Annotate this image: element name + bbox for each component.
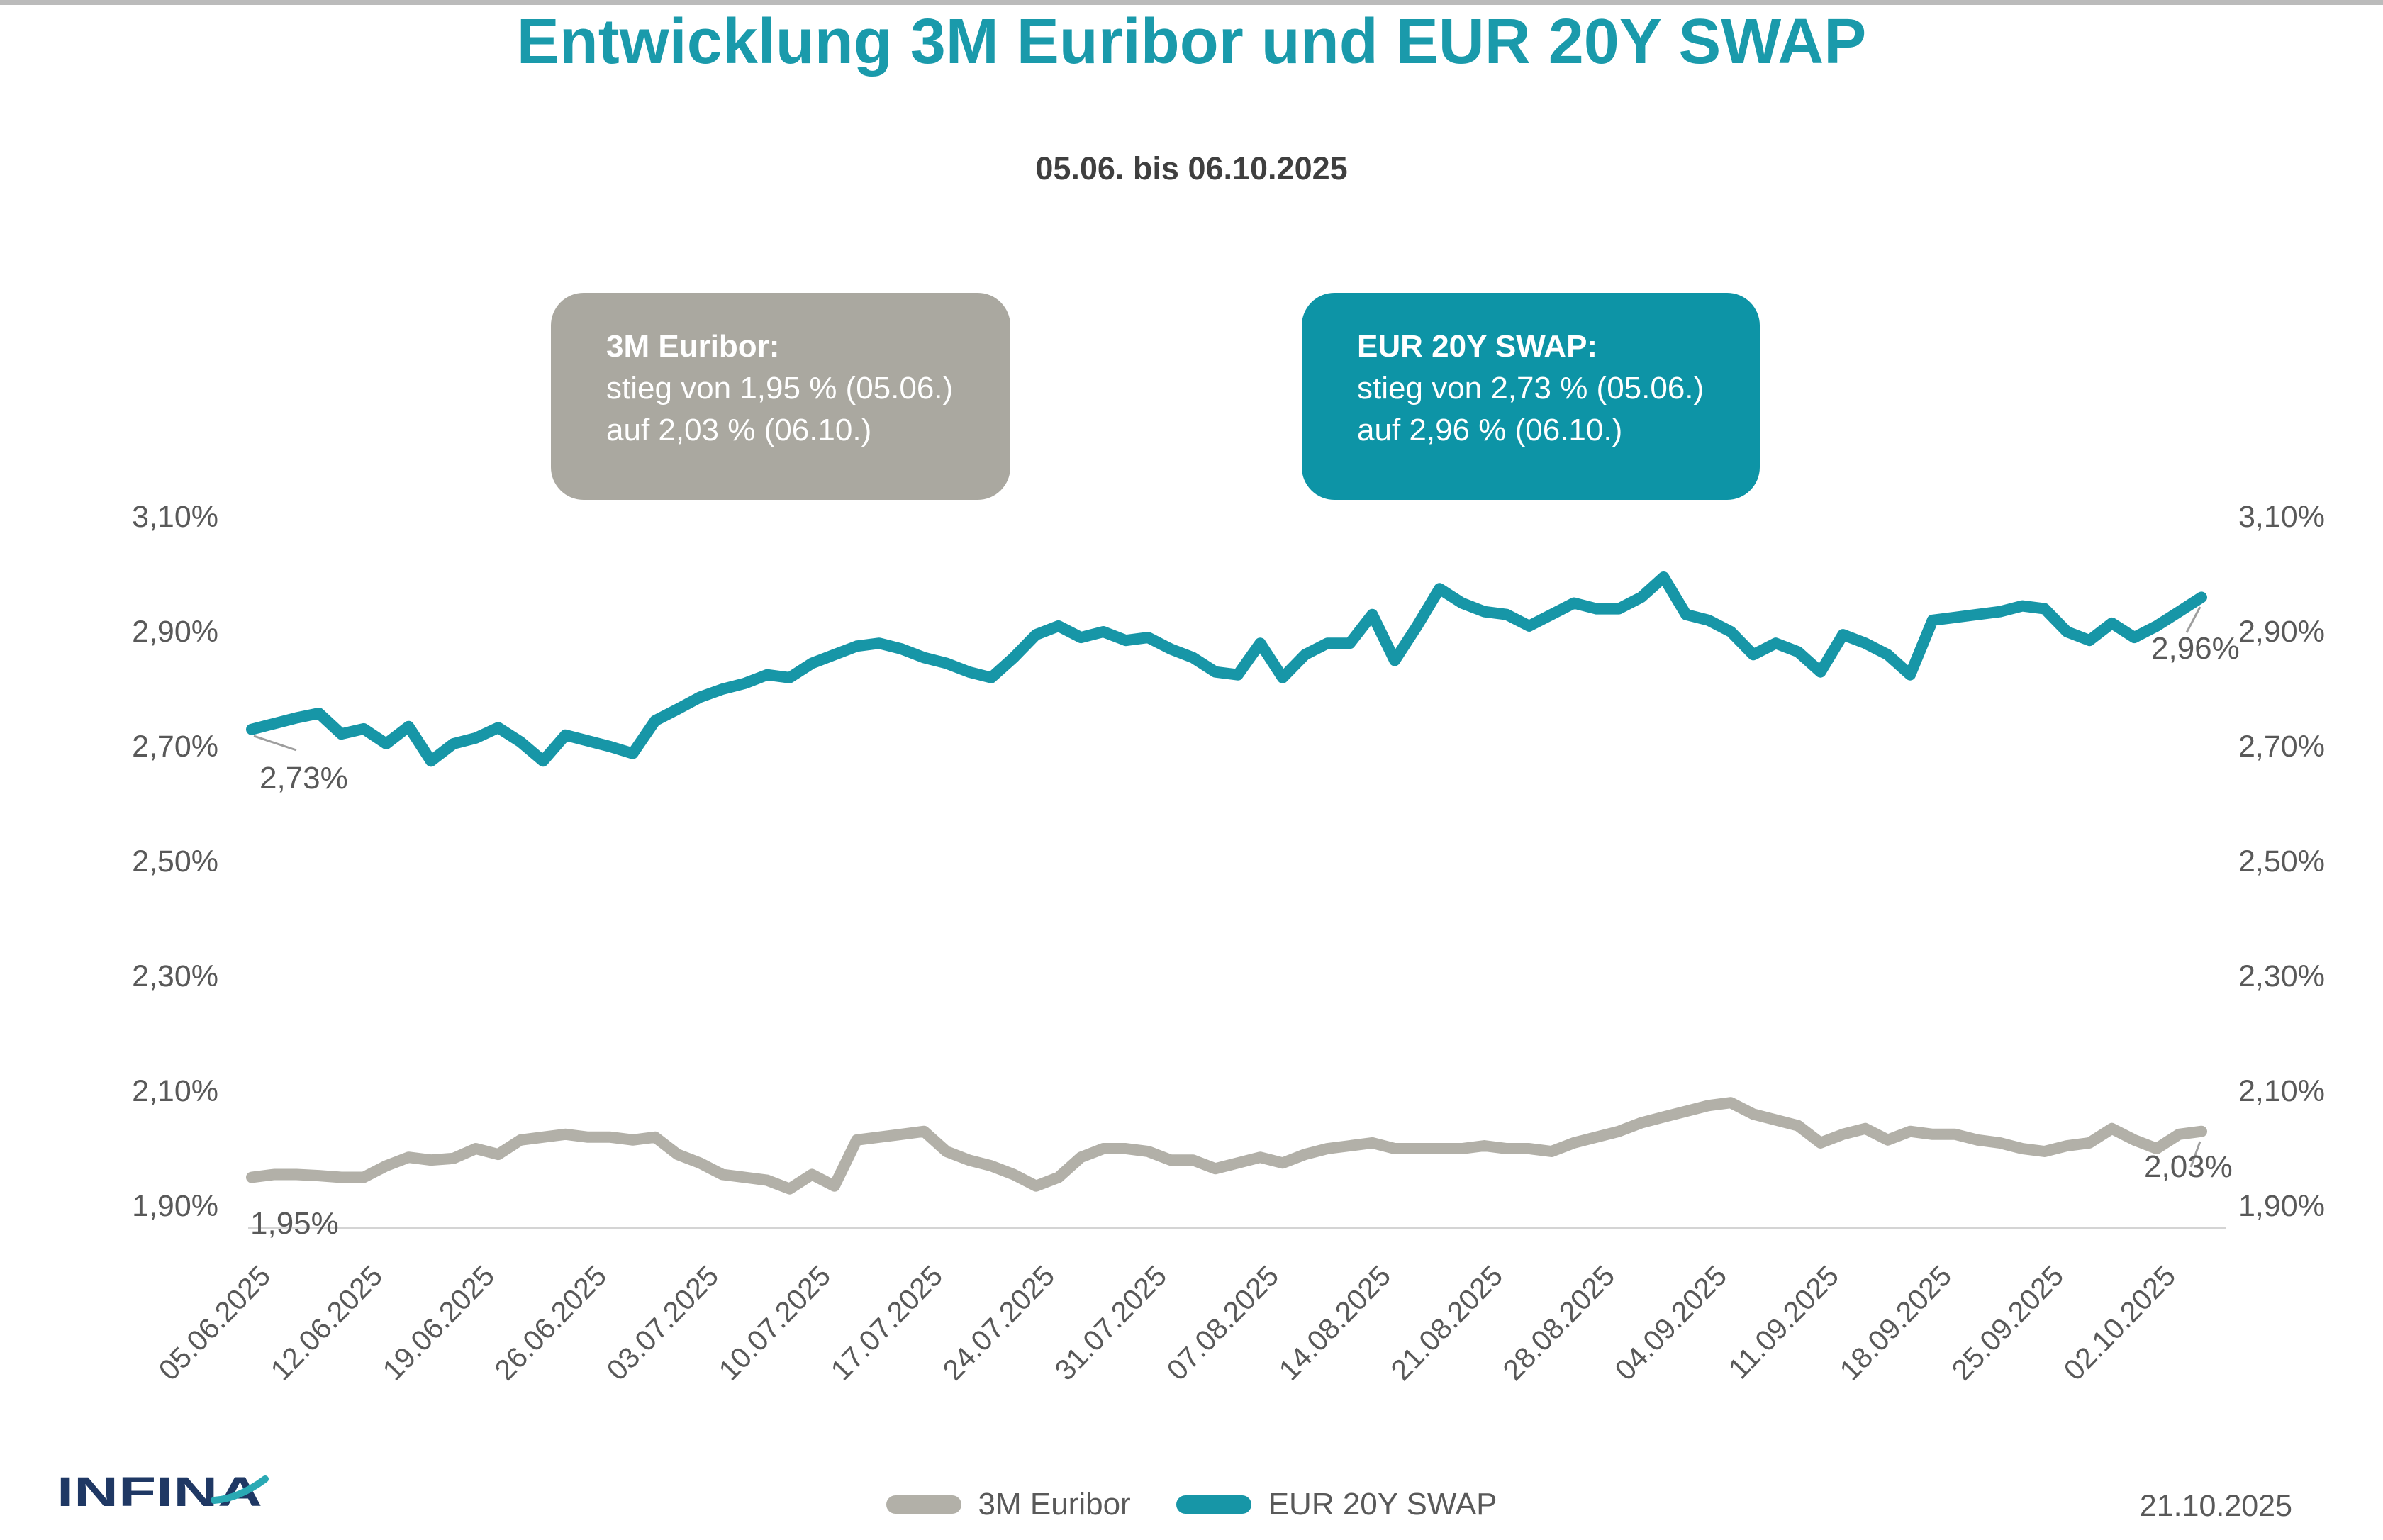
- infina-logo-swoosh-icon: [211, 1475, 269, 1504]
- infina-logo: INFINA: [57, 1469, 269, 1515]
- y-axis-label-left: 2,70%: [132, 730, 218, 764]
- legend-item-3m-euribor: 3M Euribor: [886, 1487, 1131, 1522]
- point-label-swap-end: 2,96%: [2151, 631, 2240, 666]
- point-label-euribor-start: 1,95%: [250, 1206, 339, 1241]
- annotation-title-3m-euribor: 3M Euribor:: [606, 329, 780, 364]
- annotation-box-eur-20y-swap: EUR 20Y SWAP: stieg von 2,73 % (05.06.) …: [1302, 293, 1760, 500]
- top-border-strip: [0, 0, 2383, 5]
- y-axis-label-left: 2,50%: [132, 844, 218, 878]
- leader-line-euribor-end: [2189, 1141, 2201, 1168]
- annotation-line: stieg von 2,73 % (05.06.): [1357, 371, 1704, 406]
- legend-label-3m-euribor: 3M Euribor: [978, 1487, 1131, 1522]
- series-line-eur-20y-swap: [246, 571, 2207, 767]
- point-label-euribor-end: 2,03%: [2144, 1149, 2233, 1184]
- annotation-title-eur-20y-swap: EUR 20Y SWAP:: [1357, 329, 1598, 364]
- leader-line-swap-end: [2185, 606, 2201, 633]
- page-title: Entwicklung 3M Euribor und EUR 20Y SWAP: [516, 6, 1867, 77]
- point-label-swap-start: 2,73%: [259, 761, 348, 796]
- legend-label-eur-20y-swap: EUR 20Y SWAP: [1268, 1487, 1497, 1522]
- annotation-line: auf 2,03 % (06.10.): [606, 413, 872, 447]
- y-axis-label-right: 3,10%: [2238, 500, 2325, 534]
- y-axis-label-left: 2,10%: [132, 1074, 218, 1108]
- footer-date: 21.10.2025: [2139, 1489, 2292, 1523]
- legend-item-eur-20y-swap: EUR 20Y SWAP: [1176, 1487, 1497, 1522]
- legend-swatch-eur-20y-swap: [1176, 1495, 1251, 1514]
- series-line-3m-euribor: [246, 1097, 2207, 1195]
- y-axis-label-right: 1,90%: [2238, 1189, 2325, 1223]
- y-axis-label-right: 2,10%: [2238, 1074, 2325, 1108]
- y-axis-label-right: 2,70%: [2238, 730, 2325, 764]
- annotation-box-3m-euribor: 3M Euribor: stieg von 1,95 % (05.06.) au…: [551, 293, 1010, 500]
- annotation-line: stieg von 1,95 % (05.06.): [606, 371, 954, 406]
- y-axis-right: 3,10% 2,90% 2,70% 2,50% 2,30% 2,10% 1,90%: [2238, 0, 2383, 1540]
- y-axis-label-left: 2,90%: [132, 615, 218, 649]
- y-axis-label-right: 2,30%: [2238, 959, 2325, 993]
- y-axis-label-left: 3,10%: [132, 500, 218, 534]
- y-axis-label-right: 2,50%: [2238, 844, 2325, 878]
- infina-logo-text: INFINA: [57, 1469, 262, 1515]
- leader-line-swap-start: [253, 735, 297, 752]
- y-axis-label-right: 2,90%: [2238, 615, 2325, 649]
- y-axis-left: 3,10% 2,90% 2,70% 2,50% 2,30% 2,10% 1,90%: [67, 0, 218, 1540]
- legend-swatch-3m-euribor: [886, 1495, 961, 1514]
- annotation-line: auf 2,96 % (06.10.): [1357, 413, 1623, 447]
- page-subtitle: 05.06. bis 06.10.2025: [1035, 150, 1348, 186]
- y-axis-label-left: 2,30%: [132, 959, 218, 993]
- y-axis-label-left: 1,90%: [132, 1189, 218, 1223]
- chart-legend: 3M Euribor EUR 20Y SWAP: [0, 1486, 2383, 1523]
